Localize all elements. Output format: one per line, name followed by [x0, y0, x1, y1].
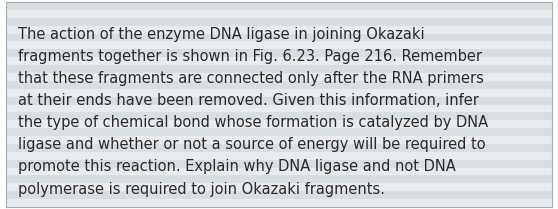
Bar: [6, 191, 552, 199]
Bar: [6, 183, 552, 191]
Bar: [6, 144, 552, 152]
Text: the type of chemical bond whose formation is catalyzed by DNA: the type of chemical bond whose formatio…: [18, 115, 488, 130]
Bar: [6, 73, 552, 81]
Bar: [6, 128, 552, 136]
Bar: [6, 89, 552, 97]
Bar: [6, 152, 552, 160]
Bar: [6, 112, 552, 120]
Bar: [6, 175, 552, 183]
Bar: [6, 26, 552, 34]
Bar: [6, 65, 552, 73]
Bar: [6, 41, 552, 49]
Text: The action of the enzyme DNA ligase in joining Okazaki: The action of the enzyme DNA ligase in j…: [18, 27, 424, 42]
Text: polymerase is required to join Okazaki fragments.: polymerase is required to join Okazaki f…: [18, 181, 384, 196]
Bar: [6, 2, 552, 10]
Text: at their ends have been removed. Given this information, infer: at their ends have been removed. Given t…: [18, 93, 479, 108]
Text: fragments together is shown in Fig. 6.23. Page 216. Remember: fragments together is shown in Fig. 6.23…: [18, 49, 482, 64]
Text: promote this reaction. Explain why DNA ligase and not DNA: promote this reaction. Explain why DNA l…: [18, 159, 455, 174]
Bar: [6, 199, 552, 207]
Bar: [6, 49, 552, 57]
Bar: [6, 97, 552, 104]
Bar: [6, 34, 552, 41]
Bar: [6, 104, 552, 112]
Bar: [6, 120, 552, 128]
Text: that these fragments are connected only after the RNA primers: that these fragments are connected only …: [18, 71, 483, 86]
Bar: [6, 136, 552, 144]
Bar: [6, 18, 552, 26]
Text: ligase and whether or not a source of energy will be required to: ligase and whether or not a source of en…: [18, 137, 485, 152]
Bar: [6, 81, 552, 89]
Bar: [6, 160, 552, 168]
Bar: [6, 57, 552, 65]
Bar: [6, 168, 552, 175]
Bar: [6, 10, 552, 18]
